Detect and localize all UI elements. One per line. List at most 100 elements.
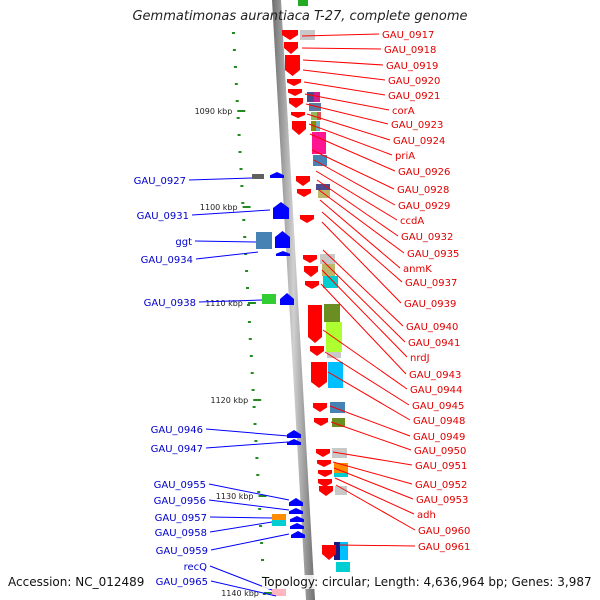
gene-label-gau-0921: GAU_0921 — [388, 91, 440, 102]
label-line-gau-0927 — [188, 177, 253, 181]
ruler-tick — [256, 474, 260, 476]
label-line-gau-0955 — [208, 483, 290, 501]
label-line-gau-0932 — [316, 179, 399, 237]
cog-box — [330, 402, 345, 413]
cog-box — [334, 542, 340, 560]
ruler-tick — [232, 32, 235, 34]
cog-box — [262, 294, 276, 304]
map-footer: Accession: NC_012489 Topology: circular;… — [0, 575, 600, 593]
label-line-gau-0941 — [321, 259, 406, 343]
reverse-gene-arrow — [270, 172, 284, 178]
label-line-gau-0935 — [318, 189, 405, 254]
label-line-cora — [304, 93, 390, 111]
forward-gene-arrow — [297, 189, 311, 197]
label-line-gau-0926 — [309, 133, 396, 172]
cog-box — [309, 103, 321, 111]
gene-label-recq: recQ — [184, 562, 208, 573]
label-line-ccda — [315, 170, 398, 221]
ruler-tick — [244, 253, 248, 255]
gene-label-gau-0947: GAU_0947 — [151, 444, 203, 455]
forward-gene-arrow — [284, 42, 298, 54]
forward-gene-arrow — [318, 479, 332, 487]
ruler-tick — [232, 49, 236, 51]
label-line-gau-0929 — [313, 159, 396, 206]
gene-label-gau-0932: GAU_0932 — [401, 232, 453, 243]
forward-gene-arrow — [305, 281, 319, 289]
label-line-recq — [209, 565, 273, 591]
label-line-gau-0943 — [320, 283, 407, 375]
cog-box — [300, 30, 315, 40]
cog-box — [320, 254, 335, 264]
ruler-tick — [239, 168, 243, 170]
reverse-gene-arrow — [289, 498, 303, 506]
label-line-gau-0956 — [208, 499, 290, 511]
cog-box — [272, 588, 286, 596]
ruler-ticks — [232, 32, 272, 595]
ruler-tick — [240, 185, 244, 187]
map-title: Gemmatimonas aurantiaca T-27, complete g… — [132, 9, 468, 24]
gene-label-gau-0943: GAU_0943 — [409, 370, 461, 381]
ruler-tick — [247, 304, 250, 306]
ruler-tick — [235, 100, 239, 102]
gene-label-gau-0919: GAU_0919 — [386, 61, 438, 72]
gene-label-pria: priA — [395, 151, 415, 162]
cog-box — [335, 486, 347, 495]
label-line-gau-0918 — [301, 47, 382, 50]
cog-box — [328, 362, 343, 388]
ruler-tick — [247, 321, 251, 323]
label-line-pria — [308, 123, 393, 156]
forward-gene-arrow — [310, 346, 324, 356]
reverse-gene-arrow — [287, 430, 301, 438]
label-line-gau-0923 — [305, 103, 389, 125]
forward-gene-arrow — [289, 98, 303, 108]
gene-label-gau-0926: GAU_0926 — [398, 167, 450, 178]
cog-box — [272, 514, 286, 520]
cog-box — [326, 322, 342, 352]
label-line-nrdj — [321, 269, 408, 358]
forward-gene-arrow — [311, 362, 327, 388]
forward-gene-arrow — [314, 418, 328, 426]
label-line-gau-0924 — [306, 113, 391, 141]
cog-box — [317, 112, 321, 120]
label-line-gau-0940 — [322, 249, 404, 327]
ruler-tick — [258, 508, 262, 510]
reverse-gene-arrow — [290, 523, 304, 529]
label-line-gau-0965 — [210, 580, 277, 597]
gene-label-gau-0924: GAU_0924 — [393, 136, 445, 147]
gene-label-gau-0920: GAU_0920 — [388, 76, 440, 87]
cog-box — [256, 232, 272, 249]
label-line-gau-0950 — [330, 421, 412, 451]
forward-gene-arrow — [308, 305, 322, 343]
gene-label-gau-0929: GAU_0929 — [398, 201, 450, 212]
gene-label-gau-0955: GAU_0955 — [154, 480, 206, 491]
cog-box — [298, 0, 308, 6]
forward-gene-arrow — [316, 449, 330, 457]
ruler-major-tick — [263, 592, 272, 594]
forward-gene-arrow — [287, 79, 301, 86]
gene-label-gau-0959: GAU_0959 — [156, 546, 208, 557]
ruler-major-tick — [253, 399, 262, 401]
ruler-major-tick — [237, 110, 246, 112]
label-line-gau-0947 — [205, 441, 289, 449]
reverse-gene-arrow — [275, 231, 290, 248]
ruler-tick — [238, 151, 242, 153]
gene-label-gau-0938: GAU_0938 — [144, 298, 196, 309]
reverse-label-lines — [188, 177, 290, 597]
label-line-gau-0934 — [195, 251, 259, 260]
cog-box — [316, 121, 320, 131]
cog-box — [272, 520, 286, 526]
gene-label-gau-0934: GAU_0934 — [141, 255, 193, 266]
ruler-major-tick — [247, 302, 256, 304]
label-line-gau-0944 — [322, 329, 408, 390]
ruler-tick — [237, 134, 241, 136]
forward-gene-arrows — [282, 30, 336, 560]
gene-label-gau-0961: GAU_0961 — [418, 542, 470, 553]
ruler-major-tick — [258, 495, 267, 497]
gene-label-gau-0923: GAU_0923 — [391, 120, 443, 131]
gene-label-gau-0956: GAU_0956 — [154, 496, 206, 507]
gene-label-gau-0952: GAU_0952 — [415, 480, 467, 491]
ruler-tick — [243, 236, 247, 238]
ruler-tick — [253, 423, 257, 425]
gene-label-nrdj: nrdJ — [410, 353, 430, 364]
cog-box — [312, 132, 326, 154]
